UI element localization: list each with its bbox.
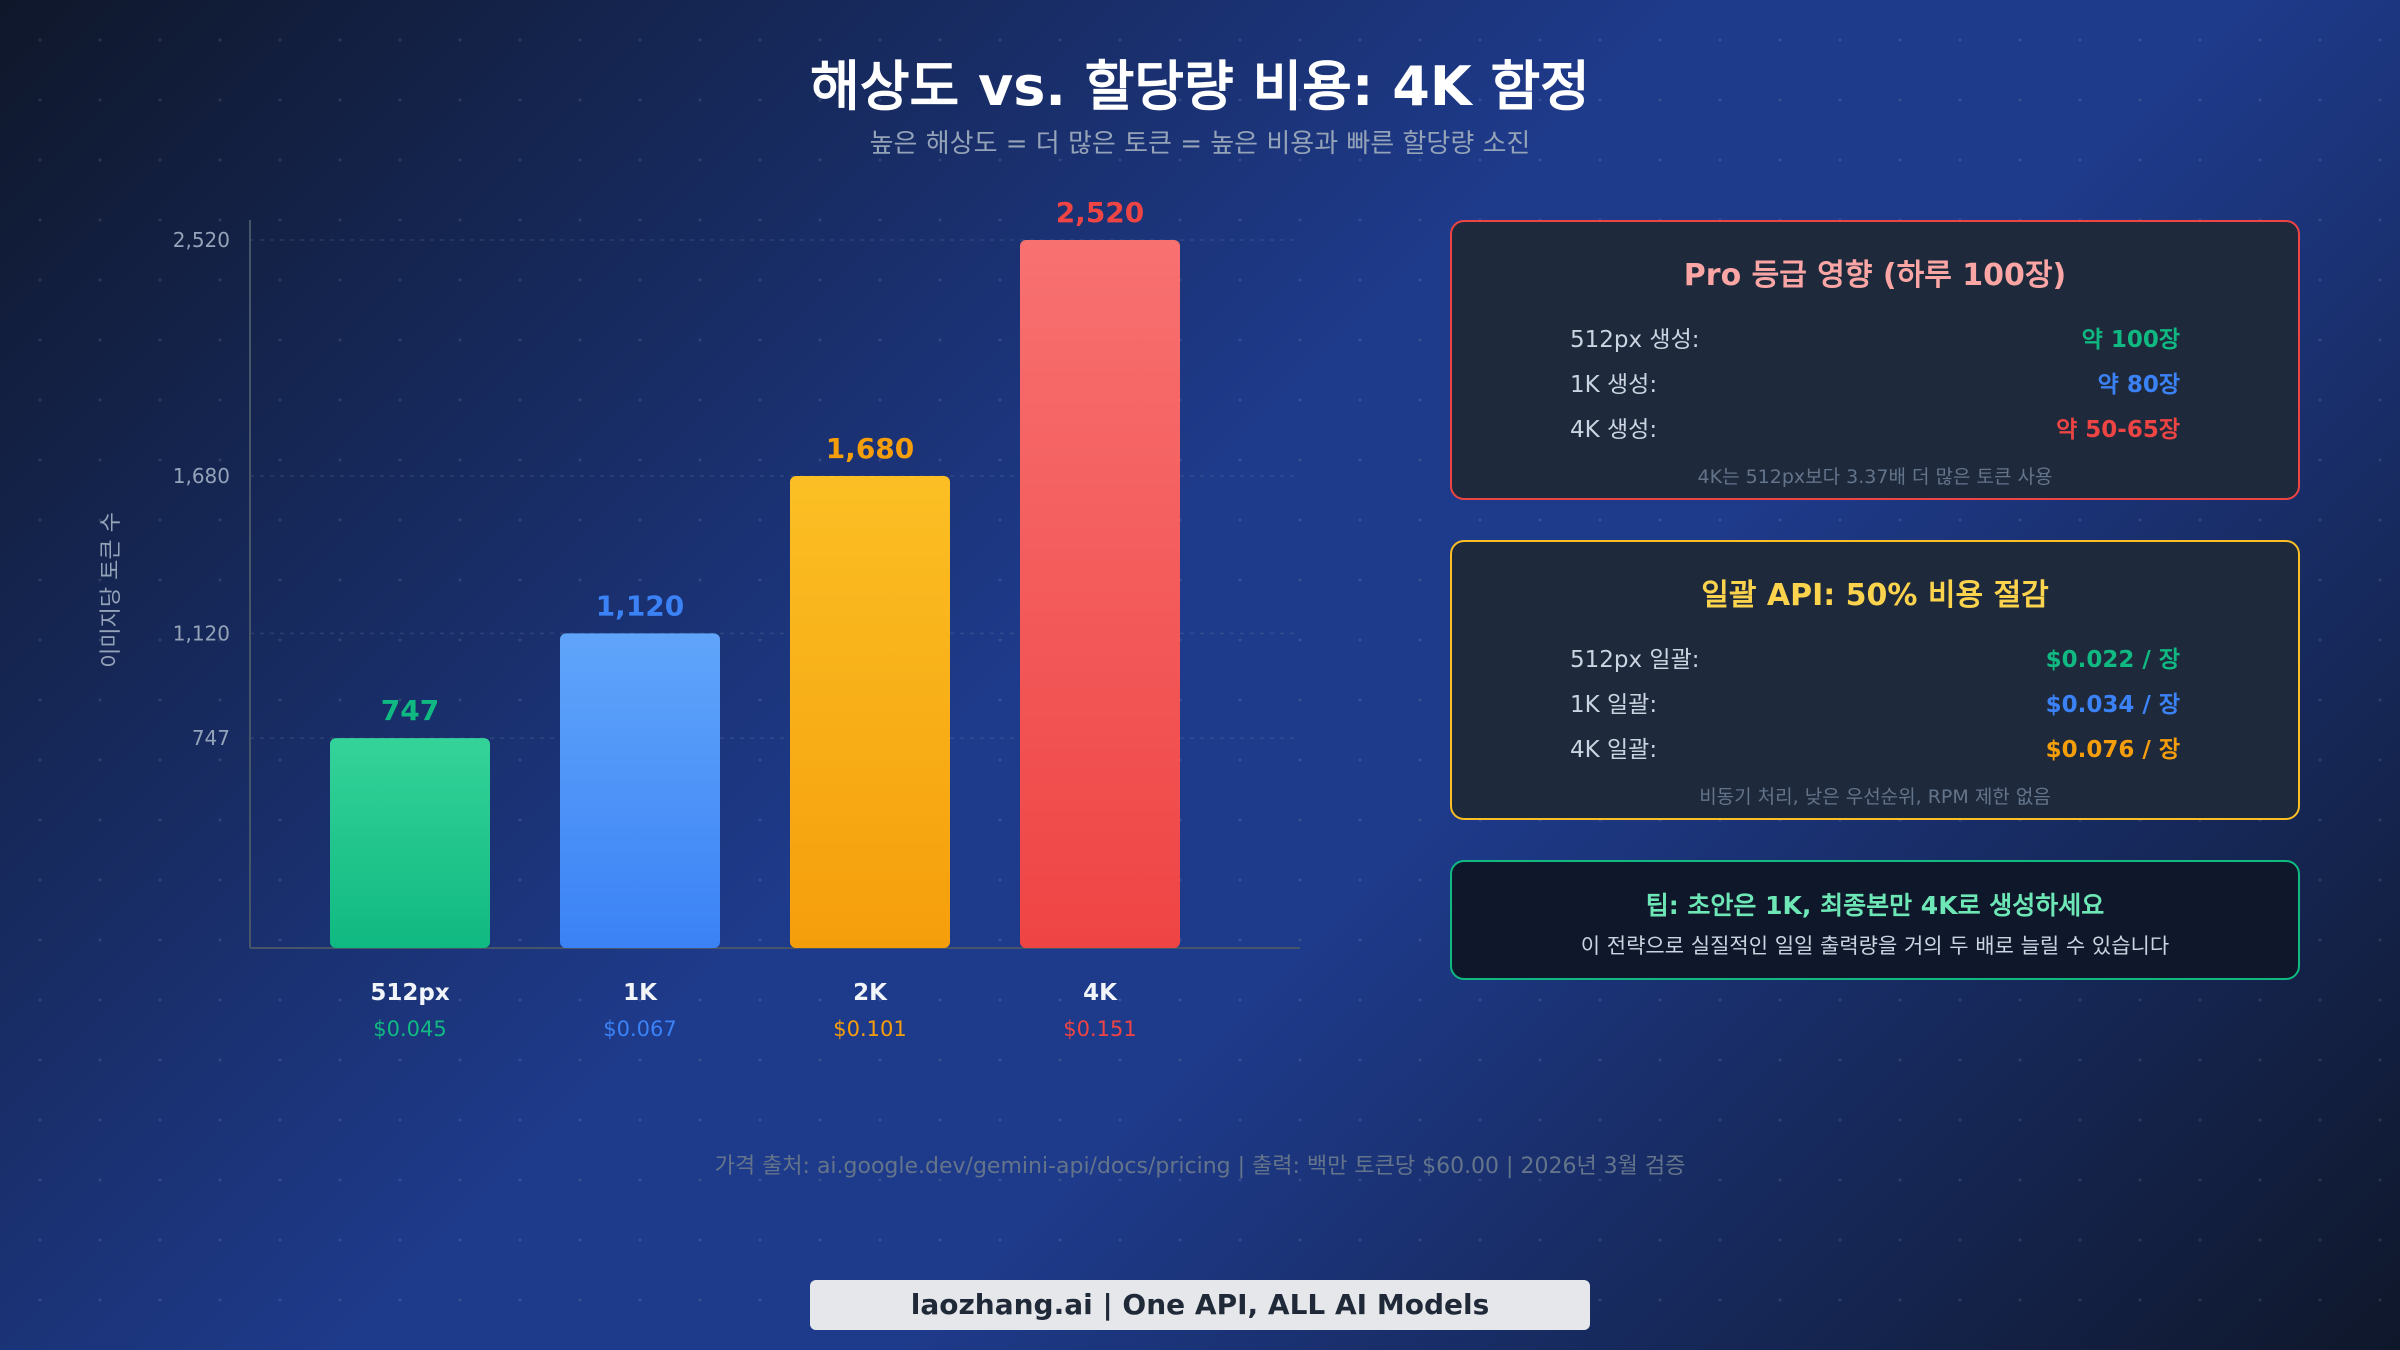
bar-value-label: 1,120 (596, 589, 685, 622)
pro-row-label: 1K 생성: (1570, 372, 1658, 398)
bar (790, 476, 950, 948)
tip-panel: 팁: 초안은 1K, 최종본만 4K로 생성하세요 이 전략으로 실질적인 일일… (1450, 860, 2300, 980)
pro-row-value: 약 80장 (2097, 372, 2180, 398)
bar-chart: 747 1,120 1,680 2,520 이미지당 토큰 수 747 512px $0.04… (99, 196, 1300, 1041)
pro-panel-note: 4K는 512px보다 3.37배 더 많은 토큰 사용 (1697, 466, 2053, 488)
batch-row-label: 4K 일괄: (1570, 737, 1658, 763)
batch-row-value: $0.076 / 장 (2045, 737, 2180, 763)
batch-row-label: 1K 일괄: (1570, 692, 1658, 718)
y-tick-label: 1,680 (173, 464, 230, 488)
page-title: 해상도 vs. 할당량 비용: 4K 함정 (810, 55, 1590, 118)
bar-value-label: 1,680 (826, 432, 915, 465)
pro-tier-panel: Pro 등급 영향 (하루 100장) 512px 생성: 약 100장 1K … (1450, 220, 2300, 500)
bar (560, 633, 720, 948)
bar (330, 738, 490, 948)
brand-banner: laozhang.ai | One API, ALL AI Models (810, 1280, 1590, 1330)
x-category-label: 2K (853, 980, 888, 1006)
batch-row-value: $0.034 / 장 (2045, 692, 2180, 718)
source-note: 가격 출처: ai.google.dev/gemini-api/docs/pri… (714, 1154, 1686, 1179)
y-tick-label: 2,520 (173, 228, 230, 252)
pro-row-value: 약 50-65장 (2056, 417, 2180, 443)
y-tick-label: 1,120 (173, 621, 230, 645)
batch-api-panel: 일괄 API: 50% 비용 절감 512px 일괄: $0.022 / 장 1… (1450, 540, 2300, 820)
bar-value-label: 2,520 (1056, 196, 1145, 229)
bar (1020, 240, 1180, 948)
pro-row-label: 512px 생성: (1570, 327, 1700, 353)
price-label: $0.067 (603, 1017, 676, 1041)
page-subtitle: 높은 해상도 = 더 많은 토큰 = 높은 비용과 빠른 할당량 소진 (869, 129, 1531, 159)
batch-panel-note: 비동기 처리, 낮은 우선순위, RPM 제한 없음 (1699, 786, 2051, 808)
price-label: $0.101 (833, 1017, 906, 1041)
batch-row-label: 512px 일괄: (1570, 647, 1700, 673)
batch-panel-title: 일괄 API: 50% 비용 절감 (1701, 578, 2049, 613)
bar-value-label: 747 (381, 694, 439, 727)
price-label: $0.045 (373, 1017, 446, 1041)
x-category-label: 512px (370, 980, 449, 1006)
y-tick-label: 747 (192, 726, 230, 750)
x-category-label: 1K (623, 980, 658, 1006)
y-axis-label: 이미지당 토큰 수 (99, 512, 124, 668)
batch-row-value: $0.022 / 장 (2045, 647, 2180, 673)
pro-panel-title: Pro 등급 영향 (하루 100장) (1683, 258, 2067, 293)
tip-panel-text: 이 전략으로 실질적인 일일 출력량을 거의 두 배로 늘릴 수 있습니다 (1580, 934, 2170, 958)
x-category-label: 4K (1083, 980, 1118, 1006)
price-label: $0.151 (1063, 1017, 1136, 1041)
pro-row-label: 4K 생성: (1570, 417, 1658, 443)
tip-panel-title: 팁: 초안은 1K, 최종본만 4K로 생성하세요 (1645, 891, 2105, 920)
pro-row-value: 약 100장 (2081, 327, 2180, 353)
